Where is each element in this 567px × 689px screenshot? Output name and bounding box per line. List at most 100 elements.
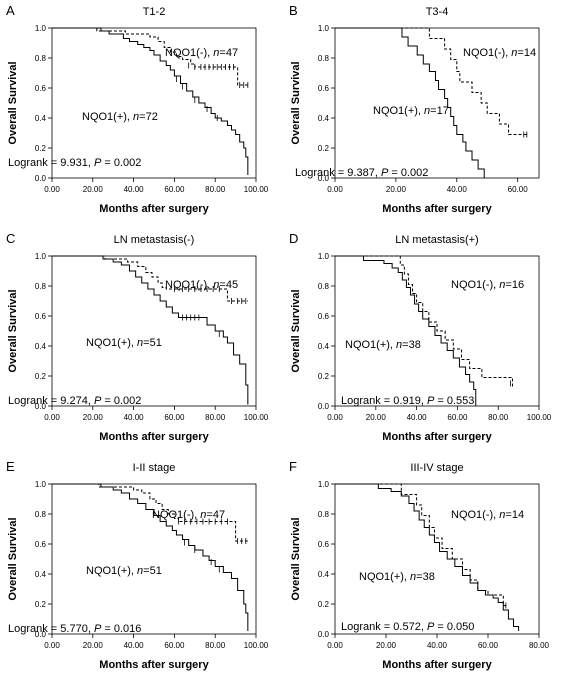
x-tick-label: 20.00 (386, 185, 407, 194)
y-tick-label: 0.2 (318, 372, 330, 381)
panel-letter: B (289, 3, 298, 18)
y-tick-label: 0.0 (318, 630, 330, 639)
panel-letter: A (6, 3, 15, 18)
y-tick-label: 0.0 (35, 630, 47, 639)
y-tick-label: 0.6 (35, 84, 47, 93)
series-label-nqo1-neg: NQO1(-), n=45 (165, 279, 238, 291)
x-tick-label: 80.00 (529, 641, 550, 650)
survival-curve-nqo1-neg (335, 483, 509, 606)
panel-c: C LN metastasis(-) 0.0 0.2 0.4 0.6 0.8 1.0 0.00 2… (0, 228, 283, 461)
x-axis-title: Months after surgery (382, 431, 492, 443)
y-tick-label: 0.6 (318, 84, 330, 93)
x-tick-label: 0.00 (327, 185, 343, 194)
x-tick-label: 20.00 (83, 185, 104, 194)
survival-curve-nqo1-pos (335, 483, 520, 631)
y-tick-label: 0.8 (318, 510, 330, 519)
x-tick-label: 0.00 (44, 413, 60, 422)
x-tick-label: 20.00 (366, 413, 387, 422)
y-tick-label: 0.0 (35, 402, 47, 411)
x-tick-label: 100.00 (527, 413, 552, 422)
panel-letter: F (289, 459, 297, 474)
x-tick-label: 80.00 (205, 185, 226, 194)
panel-e: E I-II stage 0.0 0.2 0.4 0.6 0.8 1.0 0.00 20.00 40… (0, 456, 283, 689)
series-label-nqo1-pos: NQO1(+), n=38 (359, 571, 435, 583)
x-axis-title: Months after surgery (382, 659, 492, 671)
y-tick-label: 1.0 (318, 252, 330, 261)
y-tick-label: 0.8 (35, 282, 47, 291)
x-tick-label: 80.00 (488, 413, 509, 422)
survival-curve-nqo1-pos (52, 483, 249, 631)
km-plot-b: B T3-4 0.0 0.2 0.4 0.6 0.8 1.0 0.00 20.00 40.00 60.… (289, 3, 540, 215)
series-label-nqo1-pos: NQO1(+), n=72 (82, 111, 158, 123)
plot-frame (51, 27, 257, 179)
survival-curve-nqo1-pos (52, 255, 249, 405)
y-tick-label: 0.8 (35, 510, 47, 519)
x-tick-label: 20.00 (83, 413, 104, 422)
series-label-nqo1-neg: NQO1(-), n=47 (152, 509, 225, 521)
y-tick-label: 0.4 (35, 342, 47, 351)
survival-curve-nqo1-neg (52, 483, 248, 542)
series-label-nqo1-pos: NQO1(+), n=51 (86, 565, 162, 577)
survival-curve-nqo1-pos (52, 27, 249, 175)
panel-title: T1-2 (143, 6, 166, 18)
y-axis-title: Overall Survival (7, 61, 19, 144)
km-plot-e: E I-II stage 0.0 0.2 0.4 0.6 0.8 1.0 0.00 20.00 40… (6, 459, 269, 671)
x-tick-label: 40.00 (124, 185, 145, 194)
series-label-nqo1-pos: NQO1(+), n=51 (86, 337, 162, 349)
logrank-annotation: Logrank = 9.274, P = 0.002 (8, 395, 141, 407)
x-tick-label: 0.00 (327, 413, 343, 422)
plot-frame (334, 27, 540, 179)
x-tick-label: 60.00 (478, 641, 499, 650)
y-axis-title: Overall Survival (290, 517, 302, 600)
panel-title: T3-4 (426, 6, 449, 18)
y-tick-label: 1.0 (318, 24, 330, 33)
x-tick-label: 100.00 (244, 413, 269, 422)
y-tick-label: 0.6 (318, 540, 330, 549)
x-tick-label: 60.00 (508, 185, 529, 194)
y-tick-label: 0.4 (35, 570, 47, 579)
panel-letter: E (6, 459, 15, 474)
panel-b: B T3-4 0.0 0.2 0.4 0.6 0.8 1.0 0.00 20.00 40.00 60.… (283, 0, 566, 233)
x-tick-label: 60.00 (447, 413, 468, 422)
x-tick-label: 0.00 (44, 185, 60, 194)
y-tick-label: 0.2 (35, 372, 47, 381)
x-tick-label: 100.00 (244, 641, 269, 650)
x-tick-label: 0.00 (327, 641, 343, 650)
y-tick-label: 0.2 (35, 600, 47, 609)
km-plot-c: C LN metastasis(-) 0.0 0.2 0.4 0.6 0.8 1.0 0.00 2… (6, 231, 269, 443)
survival-curve-nqo1-neg (52, 255, 248, 302)
y-tick-label: 0.8 (35, 54, 47, 63)
logrank-annotation: Logrank = 5.770, P = 0.016 (8, 623, 141, 635)
x-tick-label: 0.00 (44, 641, 60, 650)
y-tick-label: 1.0 (35, 24, 47, 33)
y-axis-title: Overall Survival (290, 289, 302, 372)
logrank-annotation: Logrank = 0.919, P = 0.553 (341, 395, 474, 407)
y-tick-label: 0.8 (318, 54, 330, 63)
y-tick-label: 0.0 (318, 402, 330, 411)
logrank-annotation: Logrank = 9.387, P = 0.002 (295, 167, 428, 179)
km-plot-a: A T1-2 0.0 0.2 0.4 0.6 0.8 1.0 0.00 20.00 40.00 60.… (6, 3, 269, 215)
x-tick-label: 60.00 (164, 185, 185, 194)
x-tick-label: 20.00 (83, 641, 104, 650)
y-axis-title: Overall Survival (290, 61, 302, 144)
y-tick-label: 1.0 (35, 252, 47, 261)
km-plot-f: F III-IV stage 0.0 0.2 0.4 0.6 0.8 1.0 0.00 20.00… (289, 459, 550, 671)
x-tick-label: 40.00 (427, 641, 448, 650)
y-tick-label: 0.0 (318, 174, 330, 183)
x-tick-label: 60.00 (164, 641, 185, 650)
x-tick-label: 40.00 (124, 641, 145, 650)
panel-title: LN metastasis(+) (395, 234, 478, 246)
series-label-nqo1-pos: NQO1(+), n=17 (373, 105, 449, 117)
plot-frame (51, 483, 257, 635)
survival-curve-nqo1-neg (335, 27, 527, 135)
panel-title: LN metastasis(-) (114, 234, 195, 246)
panel-title: I-II stage (133, 462, 176, 474)
x-axis-title: Months after surgery (382, 203, 492, 215)
x-axis-title: Months after surgery (99, 203, 209, 215)
series-label-nqo1-neg: NQO1(-), n=14 (463, 47, 536, 59)
panel-a: A T1-2 0.0 0.2 0.4 0.6 0.8 1.0 0.00 20.00 40.00 60.… (0, 0, 283, 233)
panel-f: F III-IV stage 0.0 0.2 0.4 0.6 0.8 1.0 0.00 20.00… (283, 456, 566, 689)
x-tick-label: 80.00 (205, 641, 226, 650)
y-tick-label: 1.0 (35, 480, 47, 489)
